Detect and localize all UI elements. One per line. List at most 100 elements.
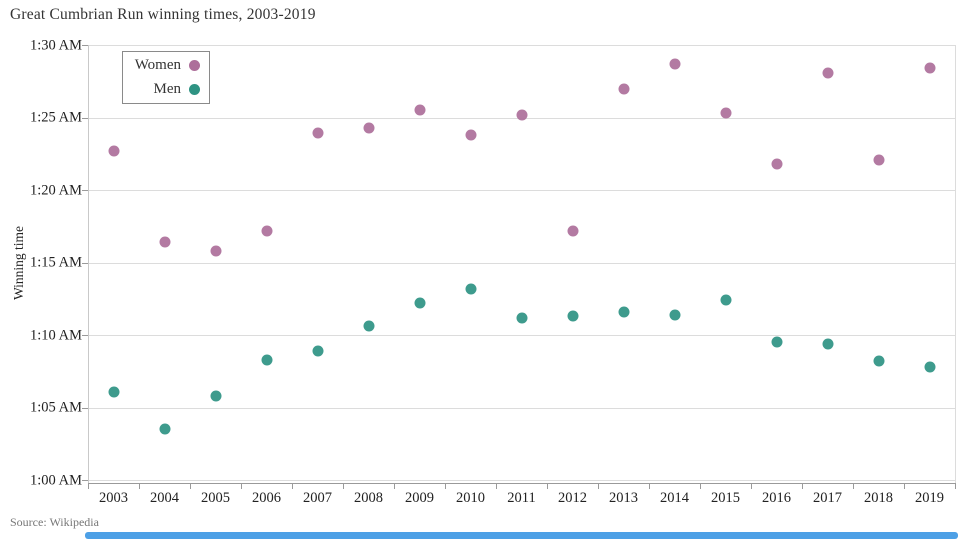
legend-box: Women Men xyxy=(122,51,210,104)
data-point-women-2007[interactable] xyxy=(312,127,323,139)
data-point-men-2012[interactable] xyxy=(567,310,578,322)
y-axis-tick xyxy=(82,190,88,191)
data-point-women-2005[interactable] xyxy=(210,245,221,257)
x-axis-tick xyxy=(496,483,497,489)
y-axis-tick xyxy=(82,407,88,409)
x-axis-tick xyxy=(802,483,803,489)
data-point-men-2016[interactable] xyxy=(771,336,782,348)
data-point-men-2007[interactable] xyxy=(312,345,323,357)
x-tick-label: 2013 xyxy=(609,490,638,506)
y-tick-label: 1:10 AM xyxy=(30,327,82,343)
data-point-women-2015[interactable] xyxy=(720,107,731,119)
data-point-men-2011[interactable] xyxy=(516,312,527,324)
men-series-marker-icon xyxy=(189,83,200,95)
data-point-men-2019[interactable] xyxy=(924,361,935,373)
y-tick-label: 1:05 AM xyxy=(30,399,82,416)
x-tick-label: 2014 xyxy=(660,490,689,506)
gridline xyxy=(88,262,955,264)
x-tick-label: 2008 xyxy=(354,490,383,506)
data-point-women-2017[interactable] xyxy=(822,67,833,79)
gridline xyxy=(88,190,955,191)
x-tick-label: 2004 xyxy=(150,490,179,506)
y-axis-tick xyxy=(82,335,88,336)
x-tick-label: 2010 xyxy=(456,490,485,506)
legend-item-women[interactable]: Women xyxy=(127,56,200,76)
x-axis-tick xyxy=(649,483,650,489)
gridline xyxy=(88,480,955,481)
chart-title: Great Cumbrian Run winning times, 2003-2… xyxy=(10,6,316,23)
x-tick-label: 2017 xyxy=(813,490,842,506)
x-axis-tick xyxy=(445,483,446,489)
x-axis-tick xyxy=(343,483,344,489)
y-axis-tick xyxy=(82,45,88,46)
x-axis-tick xyxy=(190,483,191,489)
x-tick-label: 2005 xyxy=(201,490,230,506)
y-tick-label: 1:20 AM xyxy=(30,182,82,198)
x-axis-tick xyxy=(700,483,701,489)
data-point-men-2005[interactable] xyxy=(210,390,221,402)
y-tick-label: 1:00 AM xyxy=(30,472,82,488)
y-axis-line xyxy=(88,45,89,483)
data-point-women-2018[interactable] xyxy=(873,154,884,166)
data-point-women-2006[interactable] xyxy=(261,225,272,237)
data-point-men-2018[interactable] xyxy=(873,355,884,367)
women-series-marker-icon xyxy=(189,60,200,72)
data-point-men-2004[interactable] xyxy=(159,423,170,435)
data-point-women-2004[interactable] xyxy=(159,236,170,248)
y-tick-label: 1:30 AM xyxy=(30,37,82,53)
x-axis-tick xyxy=(904,483,905,489)
legend-item-men[interactable]: Men xyxy=(127,80,200,100)
data-point-men-2013[interactable] xyxy=(618,306,629,318)
x-axis-tick xyxy=(241,483,242,489)
x-axis-tick xyxy=(394,483,395,489)
x-axis-tick xyxy=(853,483,854,489)
y-tick-label: 1:15 AM xyxy=(30,254,82,271)
data-point-women-2003[interactable] xyxy=(108,145,119,157)
data-point-men-2017[interactable] xyxy=(822,338,833,350)
x-tick-label: 2012 xyxy=(558,490,587,506)
gridline xyxy=(88,407,955,409)
x-tick-label: 2016 xyxy=(762,490,791,506)
data-point-women-2013[interactable] xyxy=(618,83,629,94)
data-point-men-2014[interactable] xyxy=(669,309,680,321)
legend-label-men: Men xyxy=(153,80,182,97)
gridline xyxy=(88,335,955,336)
horizontal-scrollbar[interactable] xyxy=(85,532,958,539)
x-axis-line xyxy=(88,483,955,484)
data-point-women-2016[interactable] xyxy=(771,158,782,170)
data-point-women-2009[interactable] xyxy=(414,104,425,116)
data-point-men-2009[interactable] xyxy=(414,297,425,309)
y-axis-tick xyxy=(82,117,88,119)
x-axis-tick xyxy=(751,483,752,489)
x-axis-tick xyxy=(292,483,293,489)
data-point-women-2011[interactable] xyxy=(516,109,527,121)
y-tick-label: 1:25 AM xyxy=(30,109,82,126)
data-point-men-2010[interactable] xyxy=(465,283,476,295)
x-axis-tick xyxy=(139,483,140,489)
x-tick-label: 2018 xyxy=(864,490,893,506)
data-point-men-2006[interactable] xyxy=(261,354,272,366)
x-tick-label: 2003 xyxy=(99,490,128,506)
x-axis-tick xyxy=(955,483,956,489)
data-point-women-2019[interactable] xyxy=(924,62,935,74)
legend-label-women: Women xyxy=(134,57,181,74)
data-point-men-2003[interactable] xyxy=(108,386,119,398)
x-tick-label: 2007 xyxy=(303,490,332,506)
x-tick-label: 2011 xyxy=(507,490,536,506)
x-tick-label: 2006 xyxy=(252,490,281,506)
x-tick-label: 2019 xyxy=(915,490,944,506)
y-axis-tick xyxy=(82,262,88,264)
x-axis-tick xyxy=(547,483,548,489)
data-point-women-2012[interactable] xyxy=(567,225,578,237)
x-tick-label: 2015 xyxy=(711,490,740,506)
x-axis-tick xyxy=(88,483,89,489)
data-point-women-2010[interactable] xyxy=(465,129,476,141)
data-point-men-2008[interactable] xyxy=(363,320,374,332)
data-point-women-2008[interactable] xyxy=(363,122,374,134)
x-axis-tick xyxy=(598,483,599,489)
data-point-women-2014[interactable] xyxy=(669,58,680,70)
plot-right-border xyxy=(955,45,956,483)
data-point-men-2015[interactable] xyxy=(720,294,731,306)
